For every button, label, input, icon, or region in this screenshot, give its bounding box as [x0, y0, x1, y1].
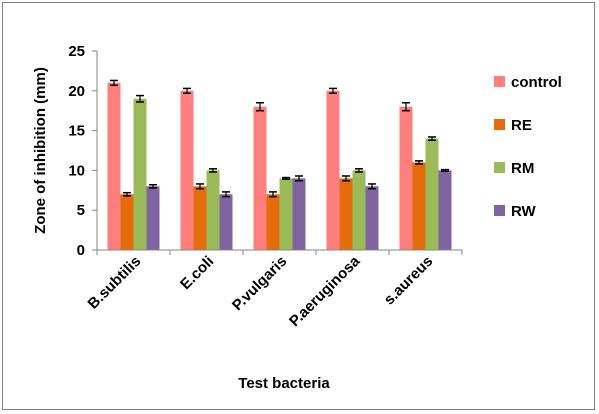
bar-RM-E.coli: [206, 170, 220, 250]
bar-RW-E.coli: [219, 194, 233, 250]
bar-control-B.subtilis: [107, 82, 121, 250]
bar-RE-B.subtilis: [120, 194, 134, 250]
bar-RE-E.coli: [193, 186, 207, 250]
x-tick-label: s.aureus: [381, 253, 437, 309]
bar-RM-P.vulgaris: [279, 178, 293, 250]
legend: control RE RM RW: [494, 74, 562, 220]
legend-item-RW: RW: [494, 203, 537, 220]
error-bar: [355, 168, 363, 173]
error-bar: [329, 87, 337, 94]
y-axis-title: Zone of inhibition (mm): [32, 67, 49, 234]
legend-item-RE: RE: [494, 117, 532, 134]
x-tick-label: E.coli: [177, 253, 217, 293]
bar-RW-P.aeruginosa: [365, 186, 379, 250]
x-tick-label: P.aeruginosa: [286, 252, 364, 330]
bar-control-P.aeruginosa: [326, 90, 340, 250]
y-tick-label: 20: [68, 83, 85, 100]
legend-label: control: [511, 74, 562, 91]
bar-control-P.vulgaris: [253, 106, 267, 250]
bar-RE-P.vulgaris: [266, 194, 280, 250]
x-tick-label: P.vulgaris: [229, 253, 290, 314]
bar-RM-s.aureus: [425, 138, 439, 250]
bar-RW-s.aureus: [438, 170, 452, 250]
y-tick-label: 15: [68, 123, 85, 140]
error-bar: [209, 168, 217, 173]
y-tick-label: 10: [68, 162, 85, 179]
bar-control-s.aureus: [399, 106, 413, 250]
error-bar: [269, 191, 277, 198]
legend-label: RW: [511, 203, 537, 220]
y-tick-label: 25: [68, 43, 85, 60]
bar-RM-P.aeruginosa: [352, 170, 366, 250]
legend-swatch: [494, 119, 505, 130]
error-bar: [136, 94, 144, 103]
error-bar: [368, 183, 376, 190]
error-bar: [402, 101, 410, 112]
error-bar: [149, 183, 157, 189]
error-bar: [256, 101, 264, 112]
error-bar: [222, 191, 230, 198]
bar-RE-s.aureus: [412, 162, 426, 250]
legend-label: RE: [511, 117, 532, 134]
error-bar: [342, 175, 350, 182]
x-axis-title: Test bacteria: [238, 375, 330, 392]
legend-swatch: [494, 205, 505, 216]
bar-RW-P.vulgaris: [292, 178, 306, 250]
error-bar: [196, 183, 204, 190]
error-bar: [282, 176, 290, 180]
bar-RM-B.subtilis: [133, 98, 147, 250]
error-bar: [441, 168, 449, 172]
legend-label: RM: [511, 160, 534, 177]
bar-RW-B.subtilis: [146, 186, 160, 250]
error-bar: [428, 136, 436, 141]
legend-item-RM: RM: [494, 160, 534, 177]
bar-control-E.coli: [180, 90, 194, 250]
error-bar: [110, 79, 118, 86]
legend-item-control: control: [494, 74, 562, 91]
error-bar: [123, 191, 131, 197]
error-bar: [415, 160, 423, 165]
y-axis-ticks: 0 5 10 15 20 25: [68, 43, 97, 259]
error-bar: [295, 175, 303, 182]
bar-RE-P.aeruginosa: [339, 178, 353, 250]
error-bar: [183, 87, 191, 94]
bars: [107, 82, 452, 250]
y-tick-label: 0: [77, 242, 85, 259]
y-tick-label: 5: [77, 202, 85, 219]
legend-swatch: [494, 162, 505, 173]
error-bars: [110, 79, 449, 198]
legend-swatch: [494, 76, 505, 87]
x-tick-label: B.subtilis: [85, 253, 145, 313]
